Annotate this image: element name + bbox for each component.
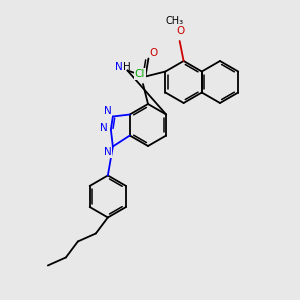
Text: Cl: Cl xyxy=(135,69,145,79)
Text: N: N xyxy=(100,122,108,133)
Text: H: H xyxy=(123,61,130,71)
Text: O: O xyxy=(149,47,158,58)
Text: N: N xyxy=(115,61,122,71)
Text: O: O xyxy=(176,26,185,36)
Text: CH₃: CH₃ xyxy=(166,16,184,26)
Text: N: N xyxy=(104,148,112,158)
Text: N: N xyxy=(104,106,112,116)
